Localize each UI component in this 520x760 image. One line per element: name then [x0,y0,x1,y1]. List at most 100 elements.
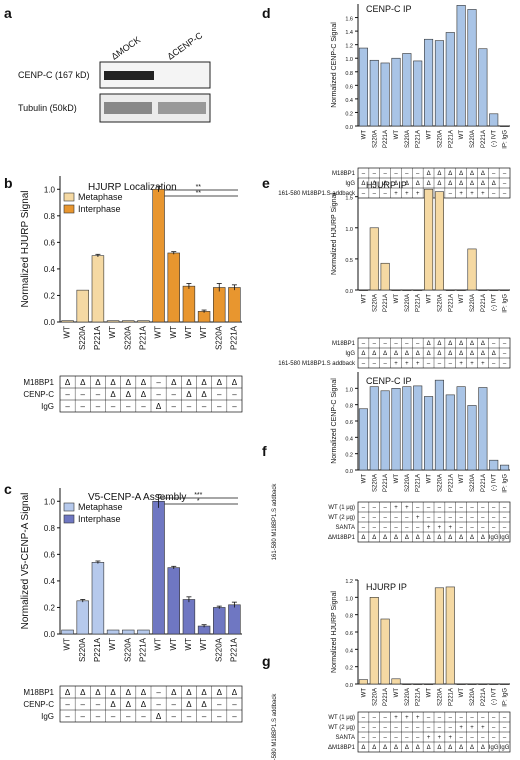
x-tick-label-g: WT [361,688,367,698]
table-cell-f: IgG [500,535,510,541]
condition-table-g: WT (1 μg) – – – + + + – – – – – – – –WT (2 μg) – – – – – – – –… [272,693,511,760]
table-cell-g: Δ [416,745,420,751]
table-cell-c: – [232,700,237,709]
y-tick-label-b: 0.2 [44,291,56,300]
table-cell-c: Δ [126,688,132,697]
y-tick-label-f: 0.8 [345,404,353,410]
bar-b [76,289,89,323]
table-cell-g: + [427,735,431,741]
table-cell-e: Δ [394,351,398,357]
table-cell-e: Δ [470,341,474,347]
table-cell-g: – [470,735,474,741]
x-tick-label-c: WT [184,638,193,651]
table-cell-b: Δ [171,378,177,387]
table-row-label-f: ΔM18BP1 [328,535,356,541]
x-tick-label-b: WT [169,326,178,339]
bar-c [228,604,241,635]
table-cell-e: Δ [405,351,409,357]
x-tick-label-e: P221A [383,294,389,312]
y-tick-label-g: 0.6 [345,631,353,637]
x-tick-label-e: S220A [372,294,378,312]
table-cell-b: – [156,378,161,387]
bar-e [445,289,455,291]
table-cell-e: Δ [437,341,441,347]
table-cell-f: Δ [470,535,474,541]
table-cell-e: – [383,361,387,367]
table-cell-f: – [449,515,453,521]
y-tick-label-d: 0.6 [345,84,353,90]
table-cell-d: Δ [492,181,496,187]
x-tick-label-d: S220A [437,130,443,148]
table-cell-c: Δ [141,688,147,697]
table-cell-b: – [65,402,70,411]
table-cell-d: + [459,191,463,197]
charts-root: b 0.0 0.2 0.4 0.6 0.8 1.0 Normalized HJURP Sign… [4,4,511,760]
legend-swatch-b [63,204,75,214]
table-row-label-c: M18BP1 [23,688,54,697]
y-tick-label-b: 0.6 [44,238,56,247]
bar-c [61,629,74,635]
x-tick-label-d: IP: IgG [503,130,509,149]
x-tick-label-c: WT [154,638,163,651]
y-tick-label-f: 0.2 [345,453,353,459]
bar-b [137,320,150,323]
bar-b [152,188,165,323]
bar-f [369,386,379,471]
bar-c [167,567,180,635]
table-row-label-c: CENP-C [23,700,54,709]
x-tick-label-g: WT [459,688,465,698]
bar-c [213,607,226,635]
panel-letter-g: g [262,653,271,669]
y-axis-label-f: Normalized CENP-C Signal [331,378,338,464]
table-cell-b: – [65,390,70,399]
y-tick-label-d: 0.2 [345,111,353,117]
bar-f [467,405,477,471]
table-cell-d: Δ [427,181,431,187]
x-tick-label-g: S220A [372,688,378,706]
condition-table-f: WT (1 μg) – – – + + – – – – – – – – –WT (2 μg) – – – – – + – –… [272,483,511,560]
bar-b [122,320,135,323]
x-tick-label-e: P221A [448,294,454,312]
y-tick-label-d: 0.4 [345,98,353,104]
x-tick-label-f: WT [361,474,367,484]
table-cell-c: – [187,712,192,721]
x-tick-label-d: S220A [470,130,476,148]
bar-g [478,683,488,685]
table-cell-e: – [362,361,366,367]
table-cell-c: Δ [171,688,177,697]
table-cell-g: – [416,735,420,741]
table-cell-g: Δ [448,745,452,751]
table-cell-d: Δ [361,181,365,187]
table-cell-g: – [394,735,398,741]
bar-d [445,32,455,127]
table-cell-d: Δ [405,181,409,187]
table-cell-d: + [470,191,474,197]
table-cell-b: Δ [201,378,207,387]
y-tick-label-g: 1.0 [345,596,353,602]
bar-e [413,289,423,291]
bar-d [489,113,499,127]
legend-label-b: Metaphase [78,192,123,202]
table-cell-e: – [503,361,507,367]
bar-f [380,390,390,471]
table-cell-g: – [362,725,366,731]
table-cell-f: + [394,505,398,511]
bar-g [413,683,423,685]
table-cell-f: – [362,525,366,531]
table-cell-d: – [394,171,398,177]
bar-f [445,394,455,471]
bar-d [380,62,390,127]
table-cell-g: – [383,725,387,731]
x-tick-label-e: S220A [437,294,443,312]
x-tick-label-f: WT [394,474,400,484]
table-cell-g: – [373,735,377,741]
table-cell-f: + [405,505,409,511]
x-tick-label-f: WT [459,474,465,484]
bar-e [489,289,499,291]
blot-tubulin-band-1 [104,102,152,114]
x-tick-label-e: S220A [470,294,476,312]
table-cell-b: Δ [156,402,162,411]
table-cell-g: – [492,725,496,731]
table-cell-e: Δ [481,341,485,347]
